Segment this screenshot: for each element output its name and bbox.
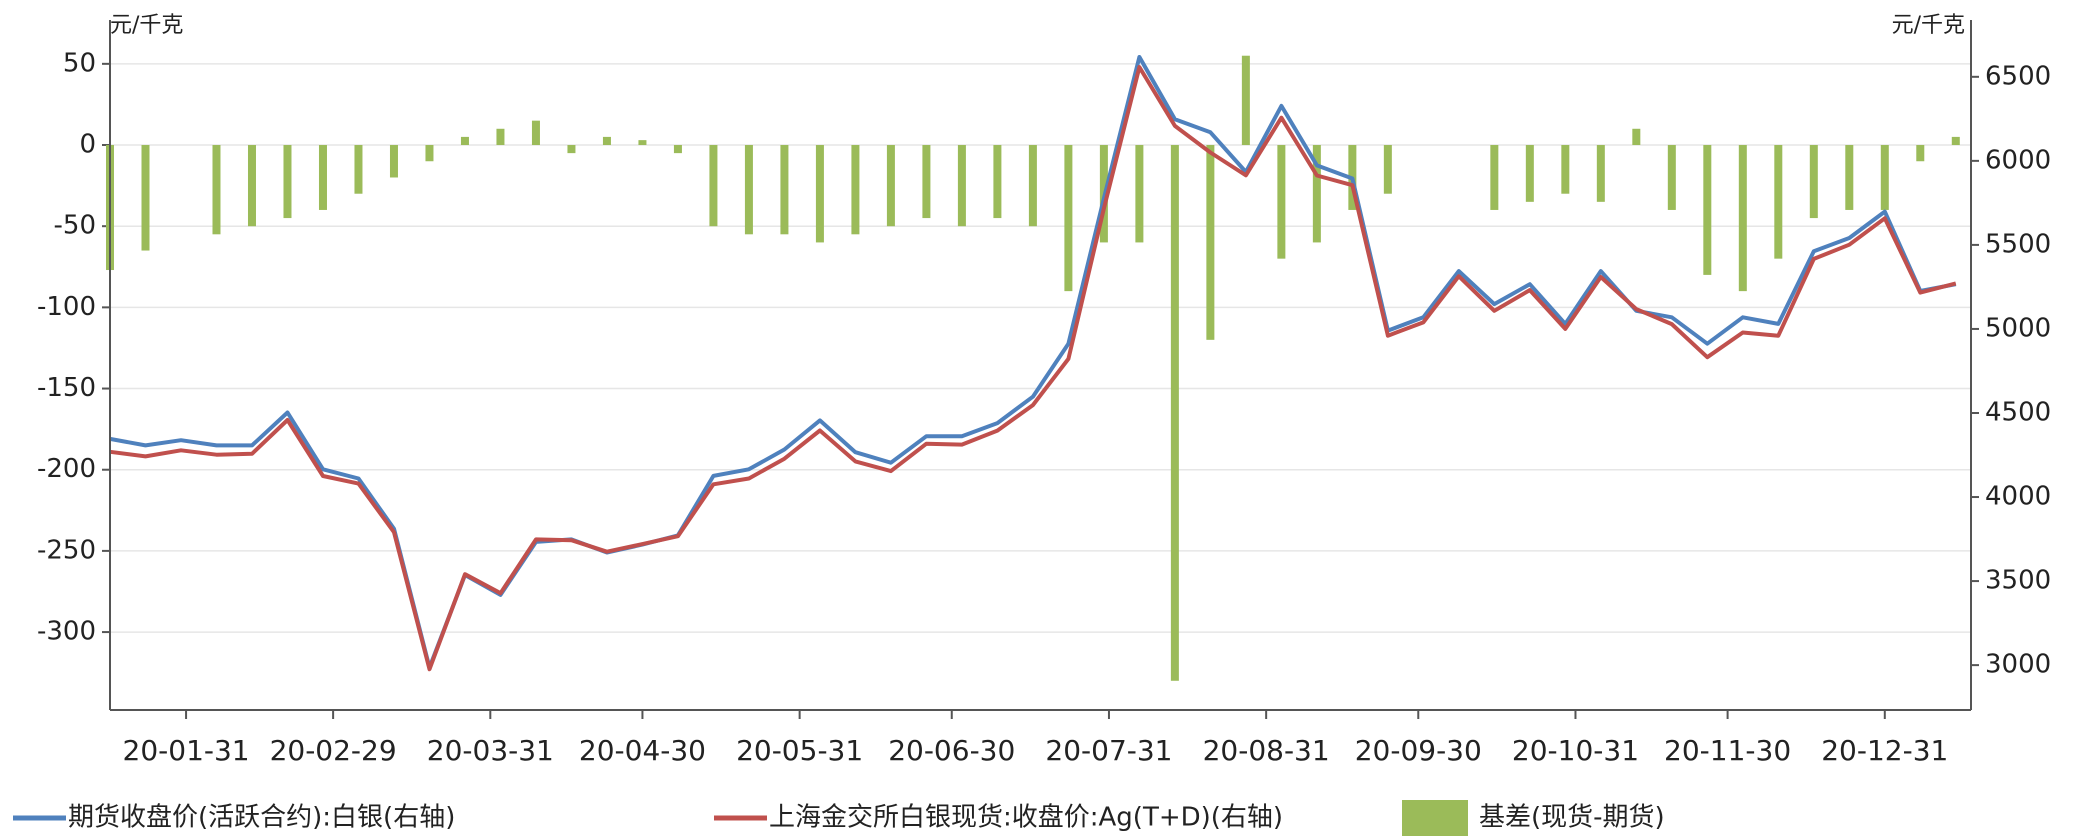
x-tick-label: 20-10-31 <box>1512 734 1639 767</box>
bar <box>1135 145 1144 243</box>
y2-tick-label: 5500 <box>1985 229 2051 259</box>
legend-swatch <box>1402 800 1468 836</box>
y-tick-label: 50 <box>63 48 96 78</box>
y-tick-label: -250 <box>37 535 96 565</box>
bar <box>1703 145 1712 275</box>
bar <box>283 145 292 219</box>
bar <box>1028 145 1037 227</box>
y-tick-label: -150 <box>37 373 96 403</box>
bar <box>1383 145 1392 194</box>
bar <box>1774 145 1783 259</box>
bar <box>425 145 434 162</box>
bar <box>1632 128 1641 146</box>
y2-tick-label: 5000 <box>1985 313 2051 343</box>
y2-tick-label: 3000 <box>1985 650 2051 680</box>
x-tick-label: 20-07-31 <box>1045 734 1172 767</box>
bar <box>1525 145 1534 202</box>
y2-tick-label: 4000 <box>1985 482 2051 512</box>
bar <box>354 145 363 194</box>
bar <box>496 128 505 146</box>
x-tick-label: 20-02-29 <box>270 734 397 767</box>
bar <box>709 145 718 227</box>
bar <box>1845 145 1854 210</box>
bar <box>1880 145 1889 210</box>
bar <box>1170 145 1179 681</box>
bar <box>993 145 1002 219</box>
x-tick-label: 20-11-30 <box>1664 734 1791 767</box>
y-axis-unit: 元/千克 <box>110 13 183 38</box>
y-tick-label: -100 <box>37 292 96 322</box>
legend-label: 基差(现货-期货) <box>1479 803 1665 833</box>
bar <box>886 145 895 227</box>
bar <box>1241 55 1250 146</box>
bar <box>1951 136 1960 146</box>
bar <box>1667 145 1676 210</box>
bar <box>1738 145 1747 292</box>
bar <box>815 145 824 243</box>
bar <box>1809 145 1818 219</box>
bar <box>1277 145 1286 259</box>
x-tick-label: 20-04-30 <box>579 734 706 767</box>
bar <box>318 145 327 210</box>
bar <box>1916 145 1925 162</box>
bar <box>744 145 753 235</box>
bar <box>780 145 789 235</box>
bar <box>212 145 221 235</box>
x-tick-label: 20-08-31 <box>1203 734 1330 767</box>
x-tick-label: 20-12-31 <box>1821 734 1948 767</box>
bar <box>531 120 540 146</box>
bar <box>141 145 150 251</box>
y-tick-label: -300 <box>37 617 96 647</box>
bar <box>1561 145 1570 194</box>
y-tick-label: -200 <box>37 454 96 484</box>
bar <box>957 145 966 227</box>
bar <box>1064 145 1073 292</box>
bar <box>1596 145 1605 202</box>
y2-tick-label: 3500 <box>1985 566 2051 596</box>
y2-tick-label: 4500 <box>1985 397 2051 427</box>
bar <box>247 145 256 227</box>
legend-label: 上海金交所白银现货:收盘价:Ag(T+D)(右轴) <box>769 803 1283 833</box>
bar <box>1312 145 1321 243</box>
bar <box>851 145 860 235</box>
y2-axis-unit: 元/千克 <box>1892 13 1965 38</box>
x-tick-label: 20-03-31 <box>427 734 554 767</box>
line <box>109 65 1957 672</box>
bar <box>638 140 647 146</box>
bar <box>460 136 469 146</box>
y2-tick-label: 6000 <box>1985 145 2051 175</box>
x-tick-label: 20-05-31 <box>736 734 863 767</box>
bar <box>922 145 931 219</box>
bar <box>389 145 398 178</box>
x-tick-label: 20-06-30 <box>888 734 1015 767</box>
legend-label: 期货收盘价(活跃合约):白银(右轴) <box>68 803 455 833</box>
y-tick-label: -50 <box>54 211 96 241</box>
bar <box>1206 145 1215 340</box>
bar <box>602 136 611 146</box>
y-tick-label: 0 <box>79 130 96 160</box>
bar <box>567 145 576 154</box>
bar <box>673 145 682 154</box>
x-tick-label: 20-09-30 <box>1355 734 1482 767</box>
x-tick-label: 20-01-31 <box>123 734 250 767</box>
bar <box>1490 145 1499 210</box>
y2-tick-label: 6500 <box>1985 61 2051 91</box>
